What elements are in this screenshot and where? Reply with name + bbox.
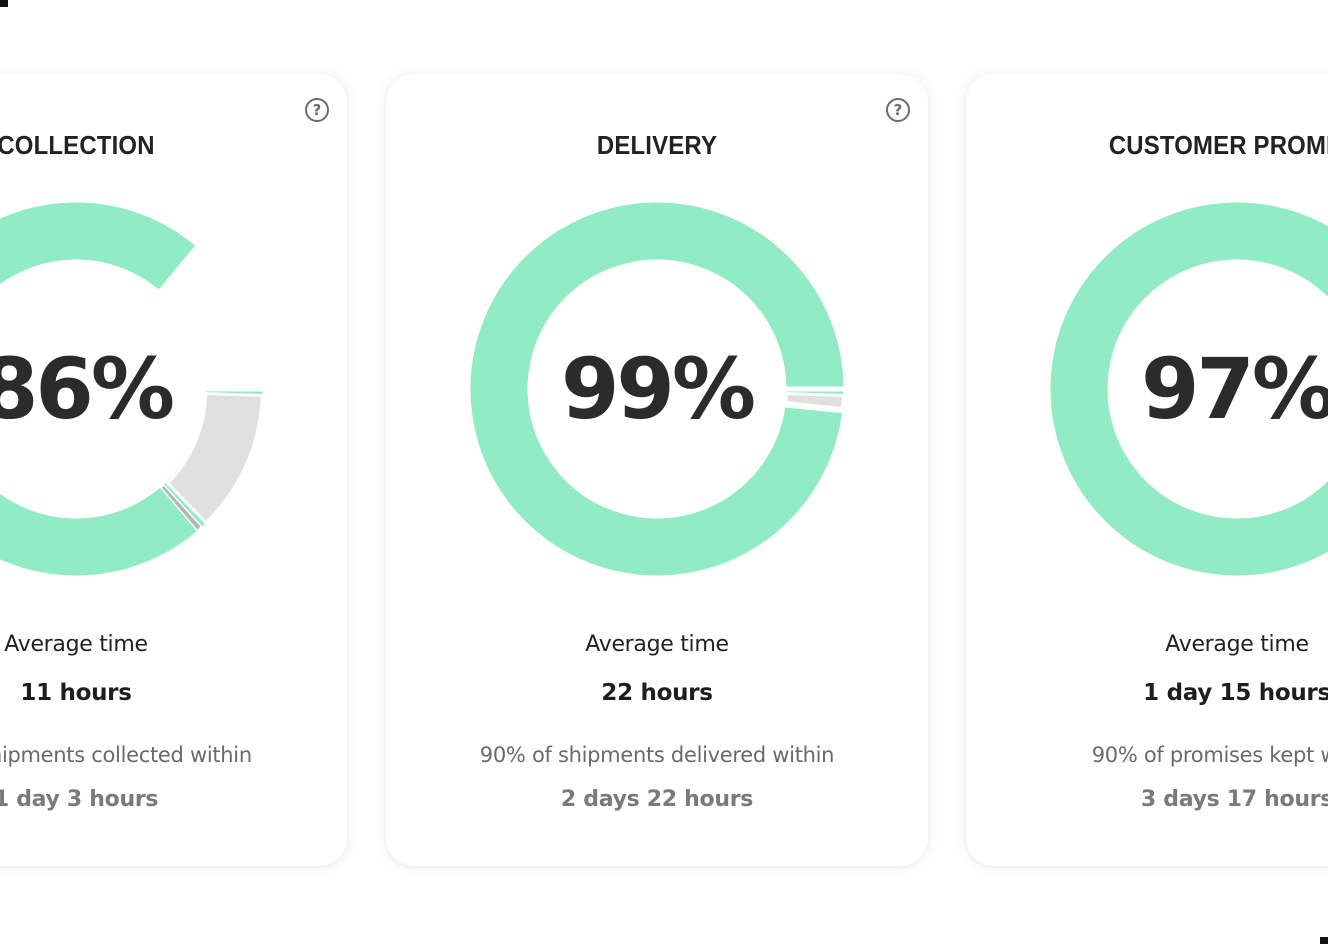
average-time-value: 1 day 15 hours xyxy=(1143,680,1328,706)
question-circle-icon[interactable]: ? xyxy=(305,98,329,122)
p90-value: 1 day 3 hours xyxy=(0,787,159,812)
average-time-value: 22 hours xyxy=(601,680,713,706)
donut-chart xyxy=(469,201,845,577)
card-title: COLLECTION xyxy=(0,130,155,160)
corner-marker xyxy=(0,0,8,7)
percentage-value: 97% xyxy=(1140,340,1328,438)
card-title: CUSTOMER PROMISE xyxy=(1108,130,1328,160)
p90-value: 2 days 22 hours xyxy=(560,787,754,812)
average-time-label: Average time xyxy=(585,632,729,657)
donut-chart xyxy=(1049,201,1328,577)
average-time-value: 11 hours xyxy=(20,680,132,706)
customer-promise-card: ? CUSTOMER PROMISE 97% Average time 1 da… xyxy=(966,74,1328,866)
p90-label: 90% of shipments collected within xyxy=(0,743,252,767)
p90-value: 3 days 17 hours xyxy=(1140,787,1328,812)
percentage-value: 86% xyxy=(0,340,175,438)
p90-label: 90% of promises kept within xyxy=(1091,743,1328,767)
donut-chart xyxy=(0,201,264,577)
question-circle-icon[interactable]: ? xyxy=(886,98,910,122)
p90-label: 90% of shipments delivered within xyxy=(479,743,835,767)
collection-card: ? COLLECTION 86% Average time 11 hours 9… xyxy=(0,74,347,866)
average-time-label: Average time xyxy=(4,632,148,657)
delivery-card: ? DELIVERY 99% Average time 22 hours 90%… xyxy=(386,74,928,866)
corner-marker xyxy=(1320,937,1328,944)
card-title: DELIVERY xyxy=(596,130,718,160)
average-time-label: Average time xyxy=(1165,632,1309,657)
percentage-value: 99% xyxy=(560,340,756,438)
